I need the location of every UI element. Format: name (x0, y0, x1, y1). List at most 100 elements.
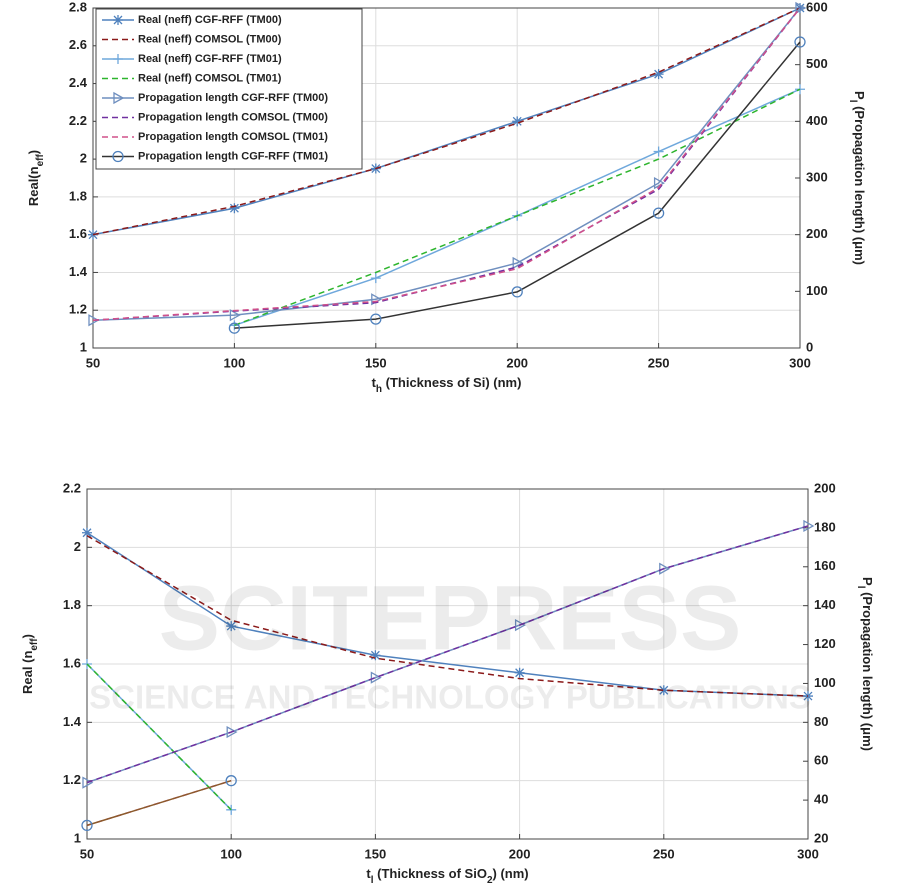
series-line (92, 7, 801, 236)
watermark-subtitle: SCIENCE AND TECHNOLOGY PUBLICATIONS (89, 679, 811, 716)
x-tick-label: 100 (220, 846, 242, 861)
y2-tick-label: 100 (814, 675, 836, 690)
y-axis-label-part: ) (26, 150, 41, 154)
legend-label: Real (neff) COMSOL (TM01) (138, 72, 282, 84)
x-tick-label: 50 (86, 355, 100, 370)
x-tick-label: 300 (797, 846, 819, 861)
marker (226, 725, 238, 739)
legend-label: Real (neff) COMSOL (TM00) (138, 33, 282, 45)
marker (511, 286, 523, 298)
legend-marker (112, 150, 124, 163)
y-axis-label-part: Real(n (26, 166, 41, 206)
y2-tick-label: 20 (814, 830, 828, 845)
y-tick-label: 1.4 (69, 264, 88, 279)
y-axis-label-part: Real (n (20, 651, 35, 694)
marker (81, 819, 93, 832)
x-axis-label-part: (Thickness of SiO (374, 866, 487, 881)
marker (795, 84, 805, 95)
y2-axis-label-part: (Propagation length) (μm) (852, 102, 867, 265)
legend-label: Propagation length CGF-RFF (TM01) (138, 150, 328, 162)
y2-tick-label: 120 (814, 636, 836, 651)
legend-label: Propagation length CGF-RFF (TM00) (138, 92, 328, 104)
x-axis-label: th (Thickness of Si) (nm) (372, 375, 522, 395)
legend-label: Propagation length COMSOL (TM00) (138, 111, 328, 123)
marker (653, 176, 665, 190)
y2-tick-label: 180 (814, 519, 836, 534)
y-axis-label-part: ) (20, 634, 35, 638)
marker (514, 619, 526, 632)
series-line (86, 663, 232, 811)
y-tick-label: 1.4 (63, 714, 82, 729)
x-tick-label: 150 (365, 846, 387, 861)
marker (652, 207, 665, 219)
x-axis-label-part: 2 (487, 875, 493, 886)
x-axis-label-part: l (371, 875, 374, 886)
series-line (92, 7, 801, 236)
watermark-title: SCITEPRESS (159, 567, 742, 669)
legend-marker (113, 91, 125, 105)
x-tick-label: 250 (653, 846, 675, 861)
y2-tick-label: 40 (814, 792, 828, 807)
x-axis-label: tl (Thickness of SiO2) (nm) (366, 866, 528, 886)
y2-tick-label: 200 (814, 480, 836, 495)
y2-axis-label: Pl (Propagation length) (μm) (855, 577, 875, 751)
legend-marker (113, 15, 123, 25)
y-tick-label: 2.2 (69, 113, 87, 128)
marker (229, 309, 241, 322)
x-tick-label: 100 (224, 355, 246, 370)
series-line (234, 88, 801, 327)
marker (228, 322, 241, 334)
y-tick-label: 1.8 (69, 188, 87, 203)
y2-axis-label-part: l (847, 100, 858, 103)
x-axis-label-part: t (372, 375, 377, 390)
y2-tick-label: 80 (814, 714, 828, 729)
y-tick-label: 1 (80, 339, 87, 354)
series-line (86, 525, 809, 784)
x-axis-label-part: ) (nm) (493, 866, 529, 881)
legend-box (95, 8, 363, 170)
x-tick-label: 300 (789, 355, 811, 370)
y2-tick-label: 160 (814, 558, 836, 573)
marker (82, 527, 92, 538)
marker (653, 146, 664, 157)
marker (370, 273, 381, 284)
marker (795, 1, 807, 15)
y-tick-label: 2 (74, 539, 81, 554)
x-tick-label: 200 (506, 355, 528, 370)
x-tick-label: 250 (648, 355, 670, 370)
y-tick-label: 1 (74, 830, 81, 845)
marker (658, 685, 669, 696)
marker (514, 667, 525, 678)
legend-label: Real (neff) CGF-RFF (TM00) (138, 14, 282, 26)
y-tick-label: 1.6 (69, 226, 87, 241)
series-line (234, 41, 801, 329)
y2-tick-label: 100 (806, 283, 828, 298)
legend-marker (113, 54, 123, 64)
y-axis-label: Real(neff) (26, 150, 46, 206)
y-axis-label: Real (neff) (20, 634, 40, 694)
marker (370, 313, 382, 325)
marker (803, 519, 815, 533)
y-tick-label: 2.2 (63, 480, 81, 495)
series-line (92, 7, 801, 321)
legend-label: Real (neff) CGF-RFF (TM01) (138, 53, 282, 65)
marker (659, 562, 671, 575)
x-axis-label-part: h (376, 384, 382, 395)
x-tick-label: 150 (365, 355, 387, 370)
y-tick-label: 1.2 (69, 302, 87, 317)
y-tick-label: 1.6 (63, 655, 81, 670)
legend-label: Propagation length COMSOL (TM01) (138, 131, 328, 143)
x-axis-label-part: (Thickness of Si) (nm) (382, 375, 521, 390)
marker (82, 776, 94, 789)
y-axis-label-part: eff (29, 638, 40, 651)
y2-tick-label: 60 (814, 753, 828, 768)
y2-tick-label: 600 (806, 0, 828, 14)
axes-box (92, 7, 801, 349)
y2-axis-label-part: l (855, 586, 866, 589)
y-axis-label-part: eff (35, 154, 46, 167)
y2-axis-label: Pl (Propagation length) (μm) (847, 91, 867, 265)
y-tick-label: 2.4 (69, 75, 88, 90)
y2-tick-label: 300 (806, 169, 828, 184)
marker (512, 256, 524, 270)
